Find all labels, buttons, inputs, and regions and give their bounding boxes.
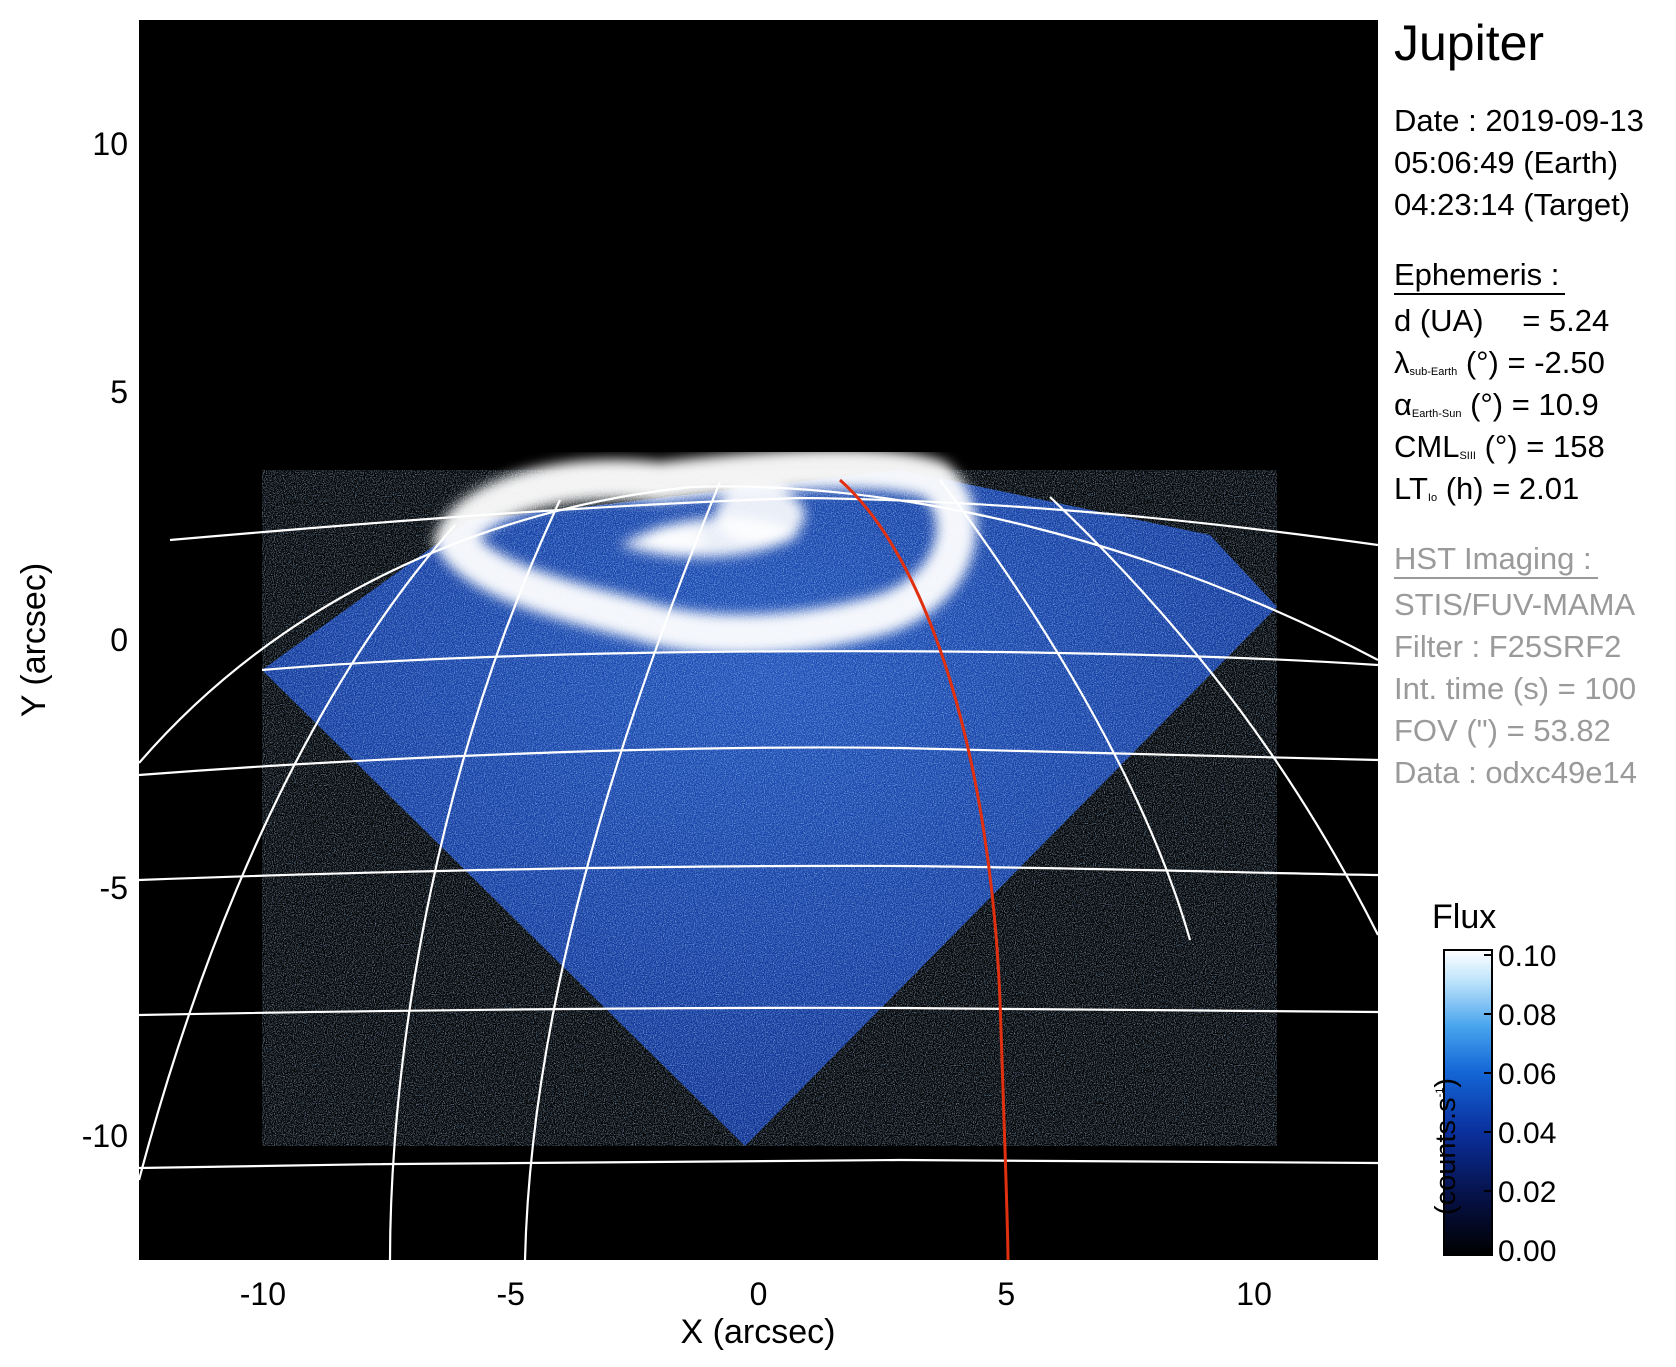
colorbar-tick-label: 0.10 [1498, 940, 1556, 973]
colorbar-units-close: ) [1430, 1077, 1463, 1088]
distance-value: = 5.24 [1522, 303, 1610, 338]
emission-wedge-noise [262, 470, 1277, 1146]
y-tick-label: -10 [82, 1118, 128, 1154]
integration-time: Int. time (s) = 100 [1394, 671, 1637, 706]
cml-value: (°) = 158 [1484, 429, 1605, 464]
x-tick-label: 10 [1236, 1276, 1272, 1312]
colorbar-units-text: (counts.s [1430, 1097, 1463, 1216]
lambda-value: (°) = -2.50 [1465, 345, 1605, 380]
x-tick-label: -10 [240, 1276, 286, 1312]
lambda-sub: sub-Earth [1409, 366, 1458, 378]
y-tick-label: 0 [110, 622, 128, 658]
earth-time: 05:06:49 (Earth) [1394, 145, 1619, 180]
colorbar-ticks: 0.10 0.08 0.06 0.04 0.02 0.00 [1484, 940, 1556, 1268]
lt-row: LTIo (h) = 2.01 [1394, 468, 1579, 519]
cml-row: CMLSIII (°) = 158 [1394, 426, 1605, 477]
colorbar-title: Flux [1432, 898, 1497, 936]
ephemeris-header-text: Ephemeris : [1394, 257, 1566, 295]
lt-sub: Io [1427, 492, 1438, 504]
lt-symbol: LT [1394, 471, 1428, 506]
y-axis-label: Y (arcsec) [15, 563, 53, 717]
distance-row: d (UA) = 5.24 [1394, 300, 1609, 342]
auroral-oval [432, 448, 977, 655]
planet-grid [139, 479, 1378, 1260]
alpha-sub: Earth-Sun [1411, 408, 1462, 420]
colorbar-units-exp: -1 [1434, 1087, 1447, 1098]
colorbar-tick-label: 0.00 [1498, 1235, 1556, 1268]
colorbar [1443, 949, 1493, 1256]
target-time: 04:23:14 (Target) [1394, 187, 1631, 222]
x-axis-label: X (arcsec) [681, 1313, 836, 1351]
x-tick-label: -5 [496, 1276, 524, 1312]
y-tick-label: -5 [100, 870, 128, 906]
colorbar-tick-label: 0.08 [1498, 999, 1556, 1032]
date-line: Date : 2019-09-13 [1394, 103, 1644, 138]
hst-header-text: HST Imaging : [1394, 541, 1598, 579]
field-of-view: FOV (") = 53.82 [1394, 713, 1611, 748]
ephemeris-header: Ephemeris : [1394, 254, 1566, 296]
x-tick-label: 0 [750, 1276, 768, 1312]
cml-sub: SIII [1459, 450, 1476, 462]
y-axis: 10 5 0 -5 -10 [82, 126, 128, 1154]
io-meridian-line [839, 478, 1010, 1260]
phase-row: αEarth-Sun (°) = 10.9 [1394, 384, 1599, 435]
planet-title: Jupiter [1394, 15, 1545, 71]
distance-label: d (UA) [1394, 303, 1484, 338]
x-tick-label: 5 [997, 1276, 1015, 1312]
y-tick-label: 10 [92, 126, 128, 162]
colorbar-tick-label: 0.02 [1498, 1176, 1556, 1209]
data-id: Data : odxc49e14 [1394, 755, 1638, 790]
cml-symbol: CML [1394, 429, 1460, 464]
lambda-symbol: λ [1394, 345, 1410, 380]
colorbar-units: (counts.s-1) [1430, 1078, 1463, 1215]
hst-header: HST Imaging : [1394, 538, 1598, 580]
alpha-value: (°) = 10.9 [1470, 387, 1599, 422]
instrument: STIS/FUV-MAMA [1394, 587, 1636, 622]
filter: Filter : F25SRF2 [1394, 629, 1622, 664]
colorbar-tick-label: 0.06 [1498, 1058, 1556, 1091]
x-axis: -10 -5 0 5 10 [240, 1276, 1272, 1312]
colorbar-tick-label: 0.04 [1498, 1117, 1556, 1150]
latitude-row: λsub-Earth (°) = -2.50 [1394, 342, 1605, 393]
lt-value: (h) = 2.01 [1445, 471, 1580, 506]
alpha-symbol: α [1394, 387, 1412, 422]
y-tick-label: 5 [110, 374, 128, 410]
